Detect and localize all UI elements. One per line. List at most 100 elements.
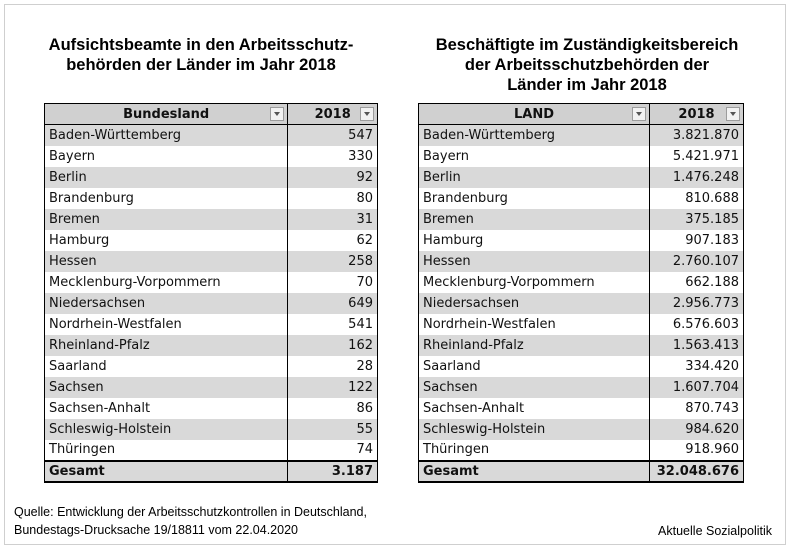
table-row: Sachsen-Anhalt 86 (43, 397, 378, 419)
state-name-cell: Brandenburg (417, 187, 651, 209)
employees-table: LAND 2018 Baden-Württemberg 3.821.870 Baye… (417, 103, 744, 483)
table-row: Bremen 31 (43, 208, 378, 230)
state-name-cell: Saarland (43, 355, 289, 377)
value-cell: 62 (287, 229, 378, 251)
state-name-cell: Sachsen-Anhalt (417, 397, 651, 419)
state-name-cell: Mecklenburg-Vorpommern (417, 271, 651, 293)
value-cell: 5.421.971 (649, 145, 744, 167)
table-row: Saarland 28 (43, 355, 378, 377)
filter-dropdown-icon[interactable] (270, 107, 285, 121)
value-cell: 31 (287, 208, 378, 230)
value-cell: 258 (287, 250, 378, 272)
filter-dropdown-icon[interactable] (726, 107, 740, 121)
right-title-line-1: Beschäftigte im Zuständigkeitsbereich (435, 36, 739, 54)
table-row: Bayern 330 (43, 145, 378, 167)
value-cell: 55 (287, 418, 378, 440)
filter-dropdown-icon[interactable] (632, 107, 647, 121)
value-cell: 6.576.603 (649, 313, 744, 335)
state-name-cell: Nordrhein-Westfalen (43, 313, 289, 335)
column-header-2018[interactable]: 2018 (287, 103, 378, 125)
right-table-title: Beschäftigte im Zuständigkeitsbereich de… (404, 35, 770, 95)
state-name-cell: Saarland (417, 355, 651, 377)
total-label: Gesamt (43, 459, 289, 483)
right-title-line-2: der Arbeitsschutzbehörden der (464, 56, 710, 74)
state-name-cell: Sachsen (417, 376, 651, 398)
left-table-title: Aufsichtsbeamte in den Arbeitsschutz- be… (14, 35, 388, 75)
source-note: Quelle: Entwicklung der Arbeitsschutzkon… (14, 503, 367, 539)
value-cell: 122 (287, 376, 378, 398)
table-row: Saarland 334.420 (417, 355, 744, 377)
value-cell: 810.688 (649, 187, 744, 209)
table-row: Schleswig-Holstein 984.620 (417, 418, 744, 440)
state-name-cell: Sachsen-Anhalt (43, 397, 289, 419)
value-cell: 3.821.870 (649, 124, 744, 146)
state-name-cell: Rheinland-Pfalz (417, 334, 651, 356)
table-row: Mecklenburg-Vorpommern 70 (43, 271, 378, 293)
table-row: Mecklenburg-Vorpommern 662.188 (417, 271, 744, 293)
column-header-land[interactable]: LAND (417, 103, 651, 125)
state-name-cell: Berlin (417, 166, 651, 188)
value-cell: 984.620 (649, 418, 744, 440)
value-cell: 918.960 (649, 439, 744, 461)
value-cell: 907.183 (649, 229, 744, 251)
total-row: Gesamt 32.048.676 (417, 459, 744, 483)
column-header-label: LAND (514, 106, 555, 122)
value-cell: 2.956.773 (649, 292, 744, 314)
table-row: Berlin 92 (43, 166, 378, 188)
right-title-line-3: Länder im Jahr 2018 (507, 76, 667, 94)
table-header-row: Bundesland 2018 (43, 103, 378, 125)
state-name-cell: Schleswig-Holstein (417, 418, 651, 440)
value-cell: 80 (287, 187, 378, 209)
value-cell: 74 (287, 439, 378, 461)
state-name-cell: Rheinland-Pfalz (43, 334, 289, 356)
table-row: Nordrhein-Westfalen 6.576.603 (417, 313, 744, 335)
value-cell: 334.420 (649, 355, 744, 377)
table-row: Baden-Württemberg 3.821.870 (417, 124, 744, 146)
table-row: Bremen 375.185 (417, 208, 744, 230)
inspectors-table: Bundesland 2018 Baden-Württemberg 547 Baye… (43, 103, 378, 483)
filter-dropdown-icon[interactable] (360, 107, 374, 121)
state-name-cell: Baden-Württemberg (43, 124, 289, 146)
value-cell: 649 (287, 292, 378, 314)
table-row: Thüringen 74 (43, 439, 378, 461)
table-row: Brandenburg 80 (43, 187, 378, 209)
table-row: Bayern 5.421.971 (417, 145, 744, 167)
table-row: Sachsen-Anhalt 870.743 (417, 397, 744, 419)
value-cell: 375.185 (649, 208, 744, 230)
total-label: Gesamt (417, 459, 651, 483)
table-row: Berlin 1.476.248 (417, 166, 744, 188)
source-line-2: Bundestags-Drucksache 19/18811 vom 22.04… (14, 523, 298, 537)
column-header-2018[interactable]: 2018 (649, 103, 744, 125)
state-name-cell: Berlin (43, 166, 289, 188)
table-row: Niedersachsen 2.956.773 (417, 292, 744, 314)
table-row: Rheinland-Pfalz 1.563.413 (417, 334, 744, 356)
value-cell: 92 (287, 166, 378, 188)
state-name-cell: Bremen (43, 208, 289, 230)
state-name-cell: Sachsen (43, 376, 289, 398)
total-row: Gesamt 3.187 (43, 459, 378, 483)
state-name-cell: Hamburg (417, 229, 651, 251)
column-header-bundesland[interactable]: Bundesland (43, 103, 289, 125)
table-row: Hessen 2.760.107 (417, 250, 744, 272)
value-cell: 330 (287, 145, 378, 167)
table-row: Thüringen 918.960 (417, 439, 744, 461)
state-name-cell: Hessen (417, 250, 651, 272)
value-cell: 870.743 (649, 397, 744, 419)
table-row: Sachsen 1.607.704 (417, 376, 744, 398)
state-name-cell: Thüringen (417, 439, 651, 461)
value-cell: 1.607.704 (649, 376, 744, 398)
source-line-1: Quelle: Entwicklung der Arbeitsschutzkon… (14, 505, 367, 519)
table-row: Hessen 258 (43, 250, 378, 272)
state-name-cell: Baden-Württemberg (417, 124, 651, 146)
column-header-label: 2018 (678, 106, 715, 122)
table-row: Baden-Württemberg 547 (43, 124, 378, 146)
table-row: Sachsen 122 (43, 376, 378, 398)
total-value: 3.187 (287, 459, 378, 483)
value-cell: 28 (287, 355, 378, 377)
state-name-cell: Hessen (43, 250, 289, 272)
table-row: Hamburg 62 (43, 229, 378, 251)
column-header-label: 2018 (314, 106, 351, 122)
total-value: 32.048.676 (649, 459, 744, 483)
state-name-cell: Niedersachsen (43, 292, 289, 314)
value-cell: 1.476.248 (649, 166, 744, 188)
